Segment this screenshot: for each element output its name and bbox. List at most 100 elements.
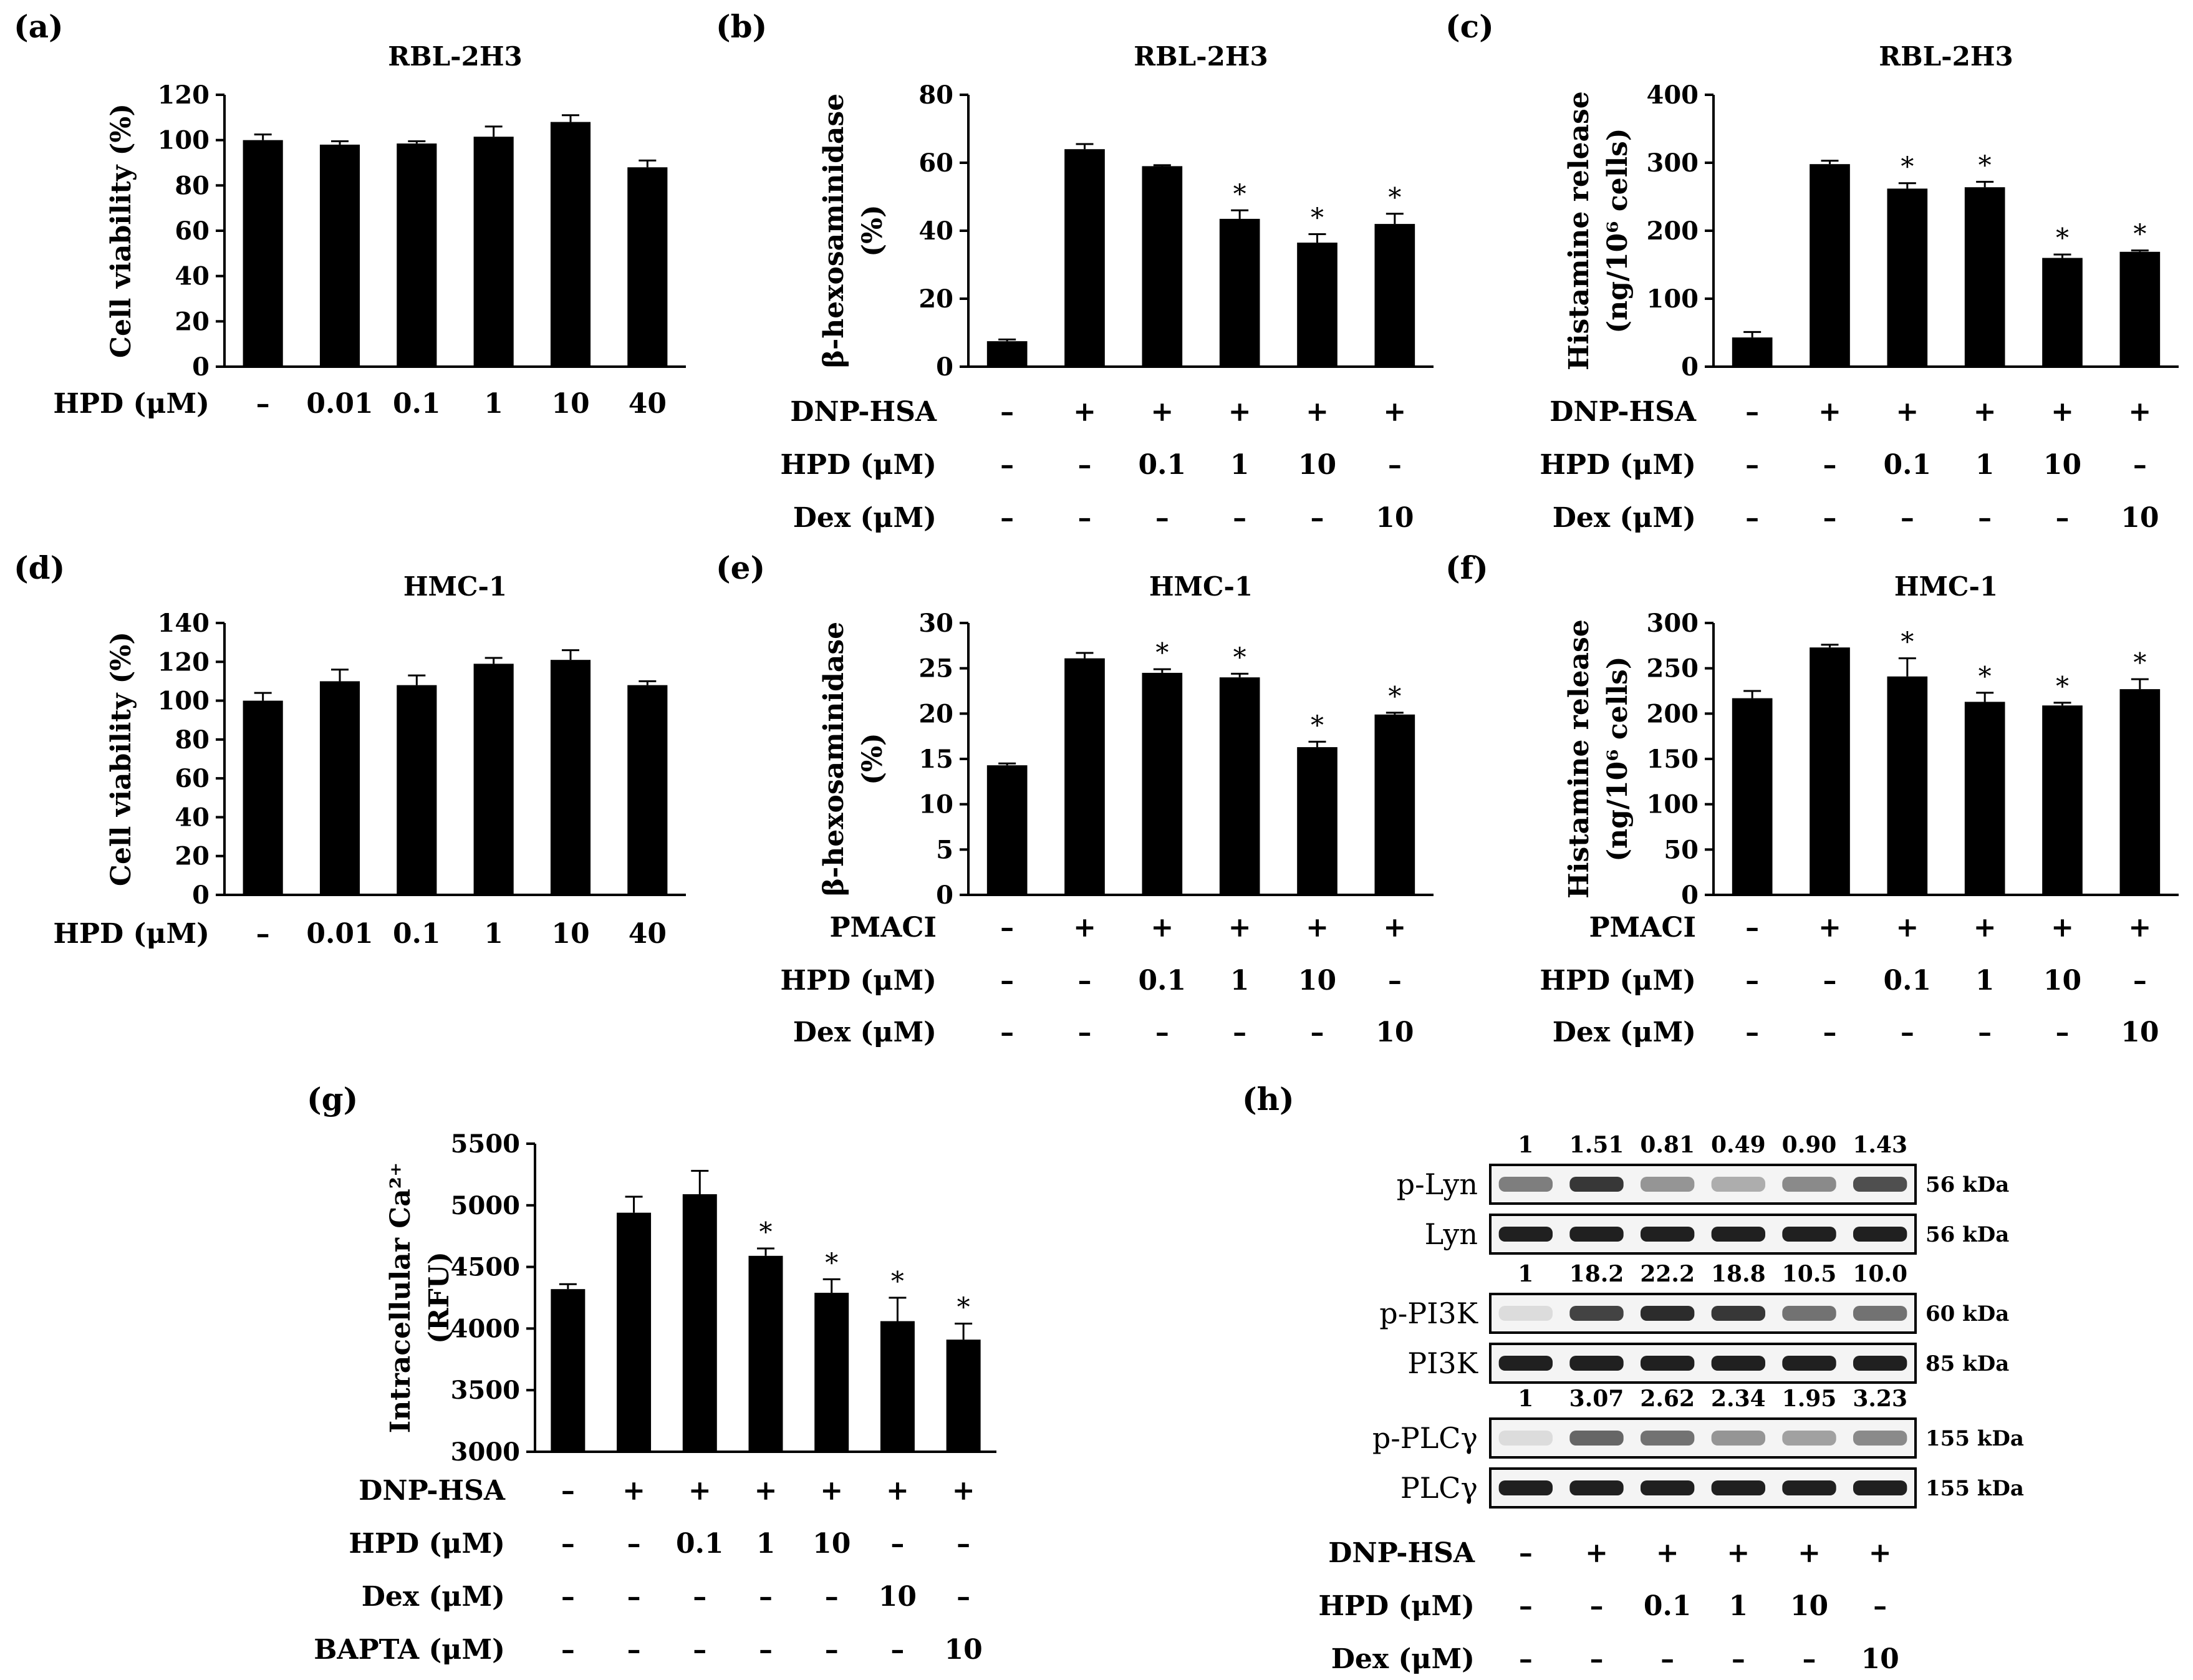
condition-label: DNP-HSA <box>359 1475 506 1507</box>
bar <box>1142 166 1183 367</box>
blot-band <box>1569 1356 1624 1371</box>
condition-value: 0.01 <box>306 918 373 950</box>
condition-value: – <box>1519 1537 1533 1569</box>
condition-value: – <box>1823 965 1837 997</box>
significance-star: * <box>1233 642 1246 672</box>
condition-value: 10 <box>1298 449 1336 481</box>
condition-value: 1 <box>484 918 503 950</box>
bar <box>986 765 1028 895</box>
significance-star: * <box>1901 152 1914 182</box>
condition-value: – <box>627 1634 641 1666</box>
y-tick-label: 80 <box>175 725 210 755</box>
condition-value: 1 <box>756 1528 776 1560</box>
condition-value: 10 <box>1376 502 1414 534</box>
blot-quant: 10.5 <box>1782 1261 1837 1287</box>
condition-value: 40 <box>629 388 667 420</box>
condition-value: + <box>2128 396 2151 428</box>
condition-value: – <box>1078 1016 1092 1048</box>
blot-band <box>1782 1306 1836 1321</box>
bar <box>243 140 283 367</box>
condition-value: 0.1 <box>1884 965 1932 997</box>
condition-value: 0.1 <box>393 918 441 950</box>
blot-quant: 18.2 <box>1569 1261 1624 1287</box>
y-tick-label: 10 <box>918 790 953 819</box>
blot-band <box>1853 1306 1907 1321</box>
y-tick-label: 0 <box>192 352 210 382</box>
chart-g: (g) 3000 3500 4000 4500 5000 5500 Intracellular… <box>307 1081 996 1666</box>
blot-kda: 155 kDa <box>1926 1426 2024 1451</box>
condition-label: Dex (μM) <box>793 502 937 534</box>
y-tick-label: 100 <box>1647 790 1699 819</box>
condition-value: 10 <box>2043 965 2081 997</box>
bar <box>627 685 668 895</box>
condition-label: HPD (μM) <box>780 449 937 481</box>
blot-band <box>1569 1306 1624 1321</box>
condition-value: – <box>1823 449 1837 481</box>
y-tick-label: 0 <box>1681 881 1699 910</box>
y-tick-label: 100 <box>1647 284 1699 314</box>
condition-value: 0.1 <box>1884 449 1932 481</box>
condition-value: – <box>693 1581 706 1613</box>
significance-star: * <box>1901 627 1914 657</box>
condition-value: + <box>1073 396 1096 428</box>
blot-band <box>1640 1306 1695 1321</box>
condition-value: 1 <box>1729 1590 1748 1622</box>
bar <box>473 137 514 367</box>
y-tick-label: 15 <box>918 745 953 774</box>
condition-value: – <box>825 1634 839 1666</box>
condition-value: – <box>1745 965 1759 997</box>
blot-band <box>1711 1431 1766 1446</box>
condition-value: – <box>1873 1590 1887 1622</box>
y-tick-label: 100 <box>158 687 210 716</box>
condition-label: PMACI <box>1589 912 1696 944</box>
condition-value: 10 <box>945 1634 983 1666</box>
blot-kda: 56 kDa <box>1926 1172 2009 1197</box>
condition-value: 0.01 <box>306 388 373 420</box>
blot-label: p-PI3K <box>1379 1296 1478 1330</box>
condition-value: + <box>1306 396 1329 428</box>
condition-value: 1 <box>1230 449 1250 481</box>
y-tick-label: 3500 <box>451 1376 520 1405</box>
condition-value: – <box>2056 1016 2070 1048</box>
bar <box>1219 218 1260 367</box>
bar <box>550 122 591 367</box>
bar <box>2119 689 2161 895</box>
y-tick-label: 40 <box>175 803 210 832</box>
blot-band <box>1498 1177 1553 1192</box>
panel-label-h: (h) <box>1242 1081 1294 1118</box>
condition-value: + <box>1383 912 1406 944</box>
condition-value: – <box>759 1581 773 1613</box>
y-tick-label: 250 <box>1647 654 1699 683</box>
condition-value: + <box>1727 1537 1750 1569</box>
condition-value: + <box>622 1475 645 1507</box>
condition-value: – <box>1000 449 1014 481</box>
significance-star: * <box>1311 202 1324 233</box>
blot-frame <box>1489 1293 1917 1334</box>
bar <box>748 1255 783 1452</box>
y-tick-label: 80 <box>918 80 953 110</box>
blot-quant: 1.51 <box>1569 1132 1624 1158</box>
condition-value: – <box>890 1528 904 1560</box>
y-tick-label: 3000 <box>451 1437 520 1467</box>
condition-value: – <box>1745 449 1759 481</box>
bar <box>1964 702 2005 895</box>
chart-b: (b) RBL-2H3 0 20 40 60 80 β-hexosaminidase (%) * *… <box>716 8 1434 534</box>
blot-quant: 0.81 <box>1640 1132 1695 1158</box>
blot-band <box>1711 1356 1766 1371</box>
blot-kda: 85 kDa <box>1926 1351 2009 1376</box>
condition-value: – <box>1000 965 1014 997</box>
condition-value: – <box>1901 1016 1914 1048</box>
bar <box>473 664 514 895</box>
y-axis-label: (ng/10⁶ cells) <box>1602 656 1634 861</box>
condition-value: – <box>1000 396 1014 428</box>
condition-label: HPD (μM) <box>53 388 210 420</box>
y-axis-label: (RFU) <box>423 1252 455 1344</box>
condition-value: 10 <box>2043 449 2081 481</box>
condition-value: – <box>1519 1590 1533 1622</box>
western-blot-panel: (h) p-Lyn 56 kDa 1 1.51 0.81 0.49 0.90 1.43 Lyn 56… <box>1242 1081 2024 1675</box>
y-tick-label: 40 <box>175 262 210 291</box>
significance-star: * <box>1388 681 1401 712</box>
condition-value: – <box>825 1581 839 1613</box>
blot-band <box>1498 1480 1553 1495</box>
significance-star: * <box>891 1266 904 1296</box>
